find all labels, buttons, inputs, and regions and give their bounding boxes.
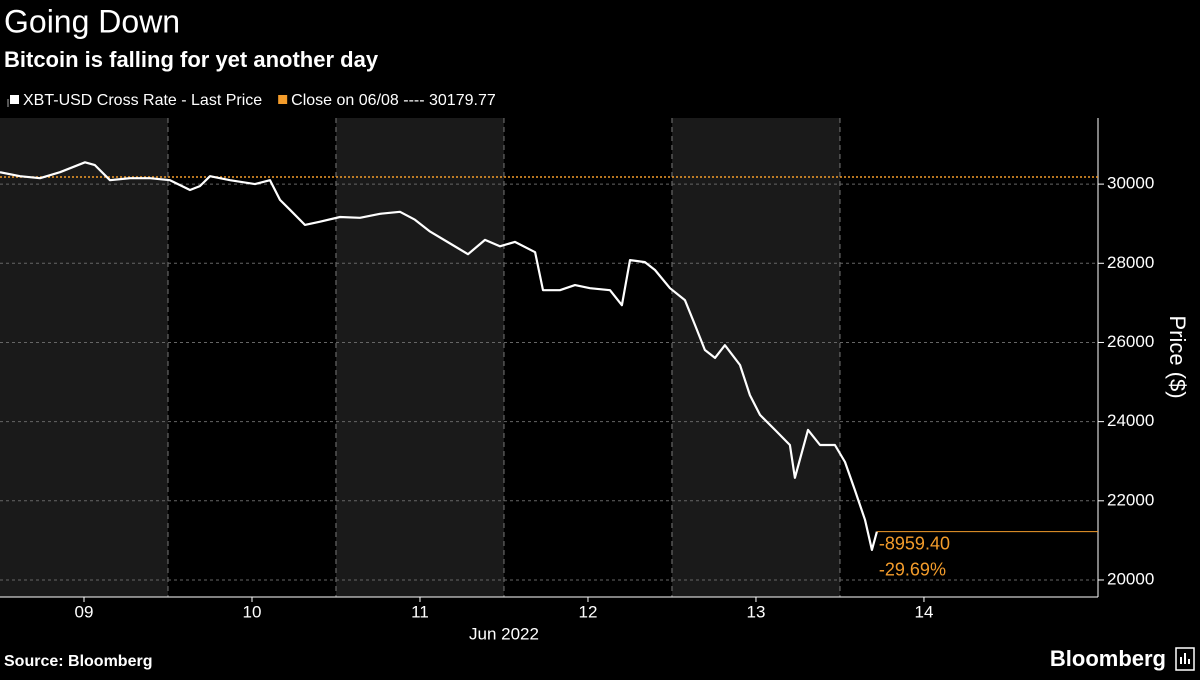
legend-swatch [278, 95, 288, 104]
x-axis-label: Jun 2022 [469, 624, 539, 643]
legend-label: Close on 06/08 ---- 30179.77 [291, 92, 496, 109]
annotation: -29.69% [879, 559, 946, 579]
day-band [0, 118, 168, 597]
y-tick-label: 30000 [1107, 174, 1154, 193]
x-tick-label: 09 [75, 602, 94, 621]
brand-icon [1175, 647, 1195, 671]
brand: Bloomberg [1050, 646, 1166, 671]
chart-subtitle: Bitcoin is falling for yet another day [4, 47, 379, 72]
day-band [335, 118, 504, 597]
x-tick-label: 14 [914, 602, 933, 621]
x-tick-label: 10 [243, 602, 262, 621]
y-tick-label: 24000 [1107, 411, 1154, 430]
y-tick-label: 22000 [1107, 490, 1154, 509]
chart-title: Going Down [4, 3, 180, 39]
x-tick-label: 11 [411, 602, 429, 621]
source: Source: Bloomberg [4, 653, 152, 670]
price-line [0, 161, 878, 551]
annotation: -8959.40 [879, 533, 950, 553]
legend-label: XBT-USD Cross Rate - Last Price [23, 92, 262, 109]
x-tick-label: 13 [747, 602, 766, 621]
x-tick-label: 12 [579, 602, 598, 621]
y-tick-label: 28000 [1107, 253, 1154, 272]
legend-swatch [10, 95, 19, 104]
y-axis-label: Price ($) [1165, 315, 1190, 398]
y-tick-label: 26000 [1107, 332, 1154, 351]
y-tick-label: 20000 [1107, 569, 1154, 588]
day-band [671, 118, 840, 597]
